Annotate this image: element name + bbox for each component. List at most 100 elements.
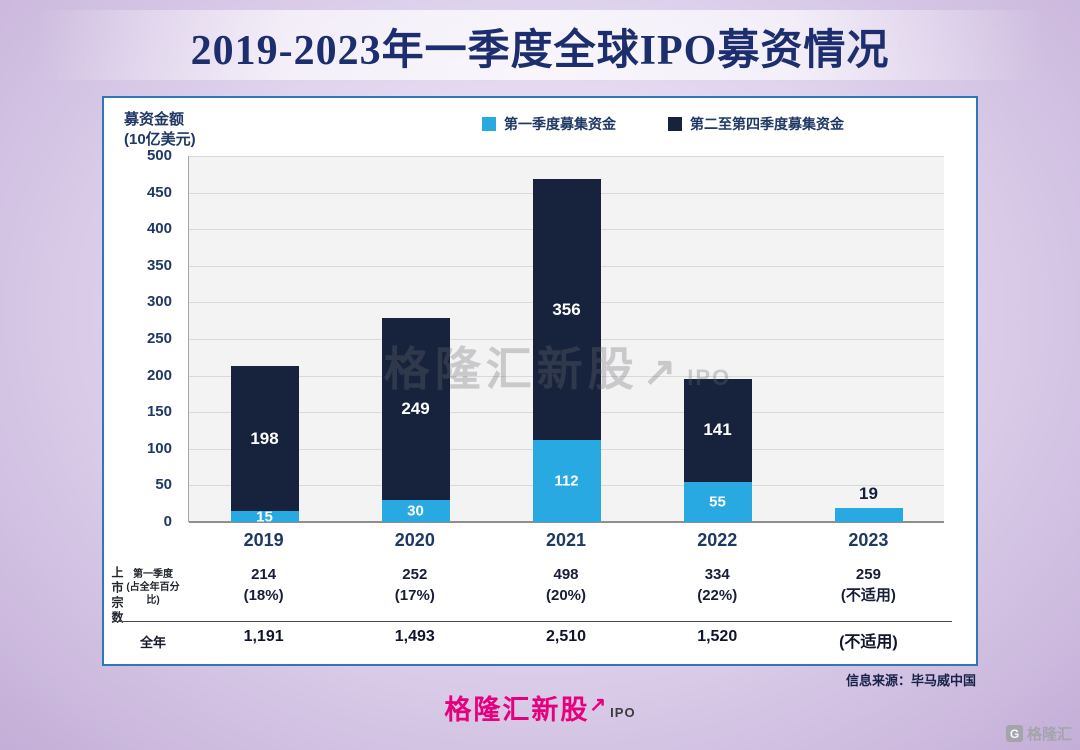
bar-segment-q2q4: 141 xyxy=(683,378,752,482)
y-axis-ticks: 0 50 100 150 200 250 300 350 400 450 500 xyxy=(104,98,180,664)
q1-pct: (17%) xyxy=(394,587,435,604)
bar-value-label: 112 xyxy=(554,472,579,490)
bar-value-label: 55 xyxy=(709,493,726,511)
footer-logo-arrow-icon: ↗ xyxy=(589,694,607,716)
bar-value-label: 30 xyxy=(407,502,424,520)
q1-count: 334 xyxy=(704,566,730,583)
y-axis-title-line2: (10亿美元) xyxy=(124,131,196,148)
gridline xyxy=(189,156,944,157)
table-cell: 498 (20%) xyxy=(490,564,641,606)
table-cell: 214 (18%) xyxy=(188,564,339,606)
bar-segment-q2q4: 249 xyxy=(381,317,450,501)
bar-segment-q2q4: 356 xyxy=(532,179,601,441)
plot-area: 198 15 249 30 356 112 141 55 19 xyxy=(188,156,944,526)
stacked-bar-2021: 356 112 xyxy=(532,179,601,522)
x-label-2021: 2021 xyxy=(545,530,587,550)
full-year-count: 2,510 xyxy=(545,628,587,645)
y-tick-label: 200 xyxy=(146,366,172,384)
q1-legend-swatch-icon xyxy=(482,117,496,131)
q1-pct: (22%) xyxy=(697,587,738,604)
title-highlight-band xyxy=(36,10,1044,80)
bar-segment-q1: 30 xyxy=(381,500,450,522)
q2q4-legend-swatch-icon xyxy=(668,117,682,131)
row1-label-line2: (占全年百分比) xyxy=(126,582,180,606)
q1-count: 214 xyxy=(251,566,277,583)
row1-label-line1: 第一季度 xyxy=(133,569,173,580)
bar-segment-q1: 112 xyxy=(532,440,601,522)
gelonghui-logo-icon: G xyxy=(1005,725,1023,742)
y-tick-label: 450 xyxy=(146,183,172,201)
y-tick-label: 100 xyxy=(146,439,172,457)
y-tick-label: 500 xyxy=(146,147,172,164)
bar-value-label: 141 xyxy=(703,420,732,440)
page-title: 2019-2023年一季度全球IPO募资情况 xyxy=(190,28,890,74)
legend-item-q2q4: 第二至第四季度募集资金 xyxy=(668,114,844,134)
legend-label-q2q4: 第二至第四季度募集资金 xyxy=(690,116,844,132)
bar-column-2019: 198 15 xyxy=(189,156,340,526)
x-axis-labels: 2019 2020 2021 2022 2023 xyxy=(188,530,944,551)
table-row-q1-listings: 214 (18%) 252 (17%) 498 (20%) 334 (22%) … xyxy=(188,564,944,606)
table-cell: 252 (17%) xyxy=(339,564,490,606)
q1-count: 498 xyxy=(553,566,579,583)
listings-axis-title: 上市宗数 xyxy=(110,566,124,626)
legend-item-q1: 第一季度募集资金 xyxy=(482,114,616,134)
x-label-2023: 2023 xyxy=(848,530,889,550)
gridline xyxy=(189,521,944,523)
table-cell: 259 (不适用) xyxy=(793,564,944,606)
bar-value-label: 356 xyxy=(552,299,581,319)
y-tick-label: 50 xyxy=(155,476,172,494)
bar-segment-q1 xyxy=(834,508,903,522)
x-label-2020: 2020 xyxy=(394,530,435,550)
x-label-2022: 2022 xyxy=(697,530,738,550)
footer-logo: 格隆汇新股↗ IPO xyxy=(0,688,1080,727)
gelonghui-corner-logo: G 格隆汇 xyxy=(1005,723,1072,744)
table-separator xyxy=(112,621,952,622)
footer-logo-suffix: IPO xyxy=(610,705,636,720)
y-tick-label: 250 xyxy=(146,330,172,347)
bar-column-2020: 249 30 xyxy=(340,156,491,522)
legend: 第一季度募集资金 第二至第四季度募集资金 xyxy=(482,114,844,134)
bar-value-label: 249 xyxy=(401,398,430,418)
bar-column-2022: 141 55 xyxy=(642,156,793,522)
full-year-count: (不适用) xyxy=(839,634,898,651)
stacked-bar-2023: 19 xyxy=(834,484,903,522)
stacked-bar-2019: 198 15 xyxy=(230,366,299,526)
full-year-count: 1,493 xyxy=(394,628,435,645)
bar-value-label: 15 xyxy=(256,508,273,526)
bar-column-2023: 19 xyxy=(793,156,944,522)
gelonghui-logo-text: 格隆汇 xyxy=(1026,726,1072,743)
footer-logo-text: 格隆汇新股 xyxy=(444,695,590,725)
bar-value-label: 19 xyxy=(859,484,878,504)
bars: 198 15 249 30 356 112 141 55 19 xyxy=(189,156,944,526)
chart-panel: 募资金额 (10亿美元) 第一季度募集资金 第二至第四季度募集资金 0 50 100… xyxy=(102,96,978,666)
x-label-2019: 2019 xyxy=(243,530,284,550)
y-tick-label: 350 xyxy=(146,256,172,274)
y-tick-label: 300 xyxy=(146,293,172,311)
y-tick-label: 0 xyxy=(163,513,172,530)
y-axis-title: 募资金额 (10亿美元) xyxy=(124,110,196,150)
y-tick-label: 150 xyxy=(146,403,172,421)
stacked-bar-2020: 249 30 xyxy=(381,317,450,522)
table-cell: 334 (22%) xyxy=(642,564,793,606)
full-year-count: 1,191 xyxy=(243,628,284,645)
bar-segment-q2q4: 198 xyxy=(230,366,299,512)
row2-label: 全年 xyxy=(139,635,166,650)
legend-label-q1: 第一季度募集资金 xyxy=(504,116,616,132)
bar-value-label: 198 xyxy=(250,428,279,448)
bar-segment-q1: 15 xyxy=(230,508,299,526)
bar-column-2021: 356 112 xyxy=(491,156,642,522)
q1-pct: (18%) xyxy=(243,587,284,604)
q1-pct: (20%) xyxy=(546,587,587,604)
stacked-bar-2022: 141 55 xyxy=(683,378,752,522)
y-tick-label: 400 xyxy=(146,220,172,238)
q1-count: 259 xyxy=(855,566,881,583)
bar-segment-q1: 55 xyxy=(683,481,752,522)
y-axis-title-line1: 募资金额 xyxy=(124,111,185,128)
full-year-count: 1,520 xyxy=(697,628,738,645)
row1-label: 第一季度 (占全年百分比) xyxy=(120,568,186,607)
table-row-full-year: 1,191 1,493 2,510 1,520 (不适用) xyxy=(188,628,944,652)
source-note: 信息来源：毕马威中国 xyxy=(845,673,976,688)
q1-count: 252 xyxy=(402,566,428,583)
q1-pct: (不适用) xyxy=(840,587,896,604)
